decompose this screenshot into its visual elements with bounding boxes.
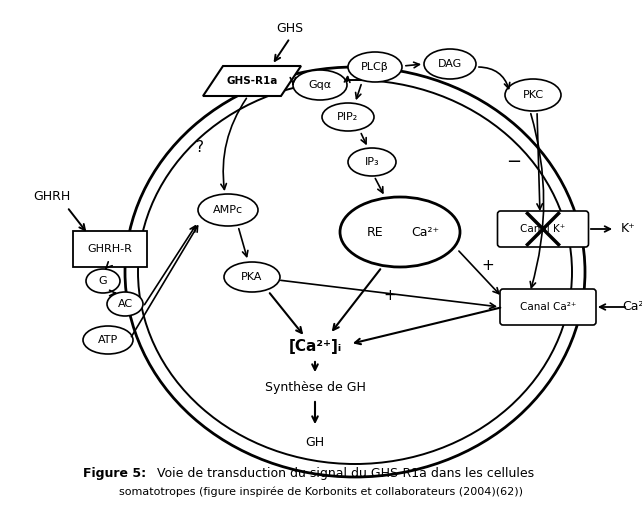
FancyBboxPatch shape — [498, 211, 589, 247]
Text: GHRH-R: GHRH-R — [87, 244, 132, 254]
Ellipse shape — [322, 103, 374, 131]
Text: PKC: PKC — [523, 90, 544, 100]
Ellipse shape — [198, 194, 258, 226]
Text: +: + — [384, 287, 396, 302]
Ellipse shape — [348, 148, 396, 176]
Text: PKA: PKA — [241, 272, 263, 282]
FancyBboxPatch shape — [73, 231, 147, 267]
Ellipse shape — [83, 326, 133, 354]
Ellipse shape — [340, 197, 460, 267]
Text: AC: AC — [117, 299, 132, 309]
Text: IP₃: IP₃ — [365, 157, 379, 167]
Text: GHS-R1a: GHS-R1a — [227, 76, 278, 86]
Ellipse shape — [86, 269, 120, 293]
Ellipse shape — [348, 52, 402, 82]
Text: Ca²⁺: Ca²⁺ — [411, 225, 439, 238]
Text: G: G — [99, 276, 107, 286]
Text: GH: GH — [306, 435, 325, 449]
Ellipse shape — [224, 262, 280, 292]
Ellipse shape — [424, 49, 476, 79]
Text: PLCβ: PLCβ — [361, 62, 389, 72]
Text: Figure 5:: Figure 5: — [83, 466, 146, 480]
Text: GHS: GHS — [277, 23, 304, 36]
Text: ATP: ATP — [98, 335, 118, 345]
Ellipse shape — [293, 70, 347, 100]
FancyBboxPatch shape — [500, 289, 596, 325]
Polygon shape — [203, 66, 301, 96]
Text: K⁺: K⁺ — [621, 222, 636, 236]
Text: Gqα: Gqα — [308, 80, 331, 90]
Text: Synthèse de GH: Synthèse de GH — [265, 381, 365, 393]
Text: DAG: DAG — [438, 59, 462, 69]
Text: somatotropes (figure inspirée de Korbonits et collaborateurs (2004)(62)): somatotropes (figure inspirée de Korboni… — [119, 487, 523, 497]
Text: Canal K⁺: Canal K⁺ — [521, 224, 566, 234]
Text: PIP₂: PIP₂ — [338, 112, 359, 122]
Ellipse shape — [138, 80, 572, 464]
Text: RE: RE — [367, 225, 383, 238]
Ellipse shape — [125, 67, 585, 477]
Ellipse shape — [505, 79, 561, 111]
Text: [Ca²⁺]ᵢ: [Ca²⁺]ᵢ — [288, 340, 342, 355]
Text: −: − — [507, 153, 521, 171]
Text: +: + — [482, 257, 494, 272]
Text: AMPc: AMPc — [213, 205, 243, 215]
Text: Ca²⁺: Ca²⁺ — [622, 300, 642, 313]
Text: Voie de transduction du signal du GHS-R1a dans les cellules: Voie de transduction du signal du GHS-R1… — [157, 466, 534, 480]
Text: GHRH: GHRH — [33, 190, 71, 204]
Text: Canal Ca²⁺: Canal Ca²⁺ — [520, 302, 576, 312]
Ellipse shape — [107, 292, 143, 316]
Text: ?: ? — [196, 140, 204, 155]
